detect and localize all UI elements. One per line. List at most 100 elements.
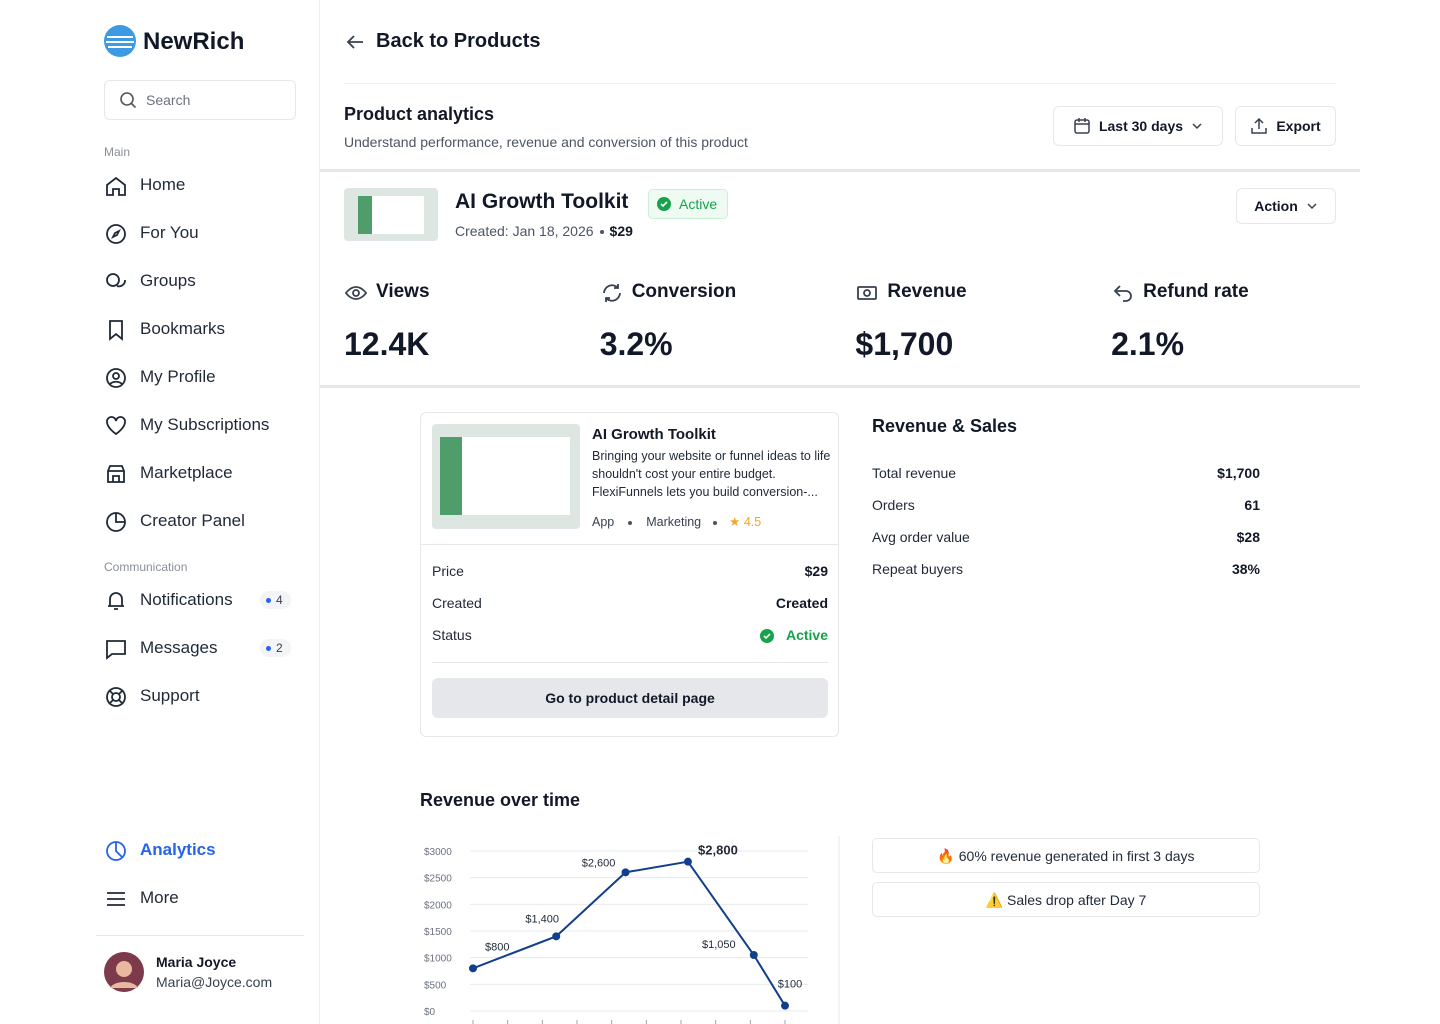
- detail-label: Go to product detail page: [545, 690, 715, 706]
- row-value: 38%: [1231, 561, 1260, 577]
- stat-label: Revenue: [887, 281, 967, 302]
- row-value: $1,700: [1217, 465, 1260, 481]
- y-tick-label: $3000: [424, 847, 452, 858]
- stat-value: $1,700: [855, 326, 954, 362]
- icon: [106, 416, 126, 436]
- detail-button[interactable]: Go to product detail page: [432, 678, 828, 718]
- row-label: Total revenue: [872, 465, 957, 481]
- section-title: Product analytics: [344, 104, 495, 124]
- divider: [96, 935, 304, 936]
- row-value: Created: [775, 595, 828, 611]
- nav-item[interactable]: Creator Panel: [140, 511, 245, 530]
- badge: 4: [260, 591, 291, 609]
- panel-title: Revenue & Sales: [872, 416, 1018, 436]
- stat-label: Views: [376, 281, 430, 302]
- insight: 🔥 60% revenue generated in first 3 days: [872, 838, 1260, 873]
- stat-label: Refund rate: [1143, 281, 1249, 302]
- date-range-button[interactable]: Last 30 days: [1053, 106, 1223, 146]
- user-email: Maria@Joyce.com: [156, 974, 273, 990]
- point: [621, 868, 630, 877]
- user-name: Maria Joyce: [156, 954, 237, 970]
- line-chart: $0 $500 $1000 $1500 $2000 $2500 $3000 $800 $1,40…: [424, 836, 840, 1024]
- section-label: Communication: [104, 560, 188, 574]
- y-tick-label: $2500: [424, 874, 452, 885]
- action-button[interactable]: Action: [1236, 188, 1336, 224]
- icon: [106, 512, 126, 532]
- nav-item[interactable]: Support: [140, 686, 200, 705]
- divider: [344, 83, 1336, 84]
- row-value: 61: [1244, 497, 1260, 513]
- icon: [344, 286, 368, 300]
- stat-value: 3.2%: [599, 326, 673, 362]
- row-value: $28: [1236, 529, 1260, 545]
- product-name: AI Growth Toolkit: [455, 190, 629, 213]
- search-box[interactable]: Search: [104, 80, 296, 120]
- back-link[interactable]: Back to Products: [376, 30, 541, 52]
- row-label: Repeat buyers: [872, 561, 964, 577]
- nav-item[interactable]: My Profile: [140, 367, 216, 386]
- nav-item[interactable]: For You: [140, 223, 199, 242]
- section-subtitle: Understand performance, revenue and conv…: [344, 134, 748, 150]
- icon: [602, 284, 621, 302]
- nav-item[interactable]: Groups: [140, 271, 196, 290]
- nav-item[interactable]: My Subscriptions: [140, 415, 270, 434]
- value-label: $1,050: [702, 939, 736, 951]
- card-tags: App Marketing ★ 4.5: [592, 515, 762, 529]
- row-label: Avg order value: [872, 529, 970, 545]
- y-tick-label: $2000: [424, 900, 452, 911]
- card-title: AI Growth Toolkit: [592, 426, 716, 443]
- y-tick-label: $1500: [424, 927, 452, 938]
- avatar: [104, 952, 144, 992]
- icon: [106, 224, 126, 244]
- tag: Marketing: [646, 515, 702, 529]
- icon: [1113, 285, 1132, 302]
- insight: ⚠️ Sales drop after Day 7: [872, 882, 1260, 917]
- status: Active: [679, 196, 718, 212]
- nav-item[interactable]: Analytics: [140, 840, 216, 859]
- export-button[interactable]: Export: [1235, 106, 1336, 146]
- row-label: Created: [432, 595, 482, 611]
- stat-value: 2.1%: [1111, 326, 1185, 362]
- price: $29: [609, 223, 633, 239]
- icon: [106, 687, 126, 707]
- nav-item[interactable]: Bookmarks: [140, 319, 226, 338]
- nav-item[interactable]: More: [140, 888, 179, 907]
- search-placeholder: Search: [146, 92, 191, 108]
- icon: [106, 176, 126, 196]
- date-range: Last 30 days: [1098, 118, 1184, 134]
- row-label: Status: [432, 627, 472, 643]
- brand: NewRich: [143, 28, 245, 55]
- created: Created: Jan 18, 2026: [455, 223, 594, 239]
- nav-item[interactable]: Home: [140, 175, 186, 194]
- export-label: Export: [1276, 118, 1321, 134]
- icon: [857, 286, 878, 300]
- nav-item[interactable]: Notifications: [140, 590, 233, 609]
- value-label: $2,600: [582, 857, 616, 869]
- back-icon[interactable]: [345, 32, 365, 52]
- line: [472, 860, 786, 1007]
- point: [683, 857, 692, 866]
- value-label: $1,400: [525, 913, 559, 925]
- status-badge: Active: [648, 189, 729, 219]
- card-description: Bringing your website or funnel ideas to…: [592, 449, 831, 499]
- section-label: Main: [104, 145, 131, 159]
- y-tick-label: $1000: [424, 954, 452, 965]
- value-label: $2,800: [698, 843, 738, 858]
- icon: [106, 368, 126, 388]
- logo: [104, 25, 136, 57]
- y-tick-label: $500: [424, 980, 447, 991]
- point: [749, 951, 758, 959]
- row-label: Price: [432, 563, 464, 579]
- badge: 2: [260, 639, 291, 657]
- icon: [106, 273, 126, 288]
- value-label: $100: [778, 979, 802, 991]
- tag: App: [592, 515, 615, 529]
- divider: [320, 385, 1360, 388]
- row-value: Active: [785, 627, 828, 643]
- y-tick-label: $0: [424, 1007, 436, 1018]
- stat-value: 12.4K: [344, 326, 430, 362]
- nav-item[interactable]: Marketplace: [140, 463, 233, 482]
- divider: [320, 169, 1360, 172]
- icon: [106, 841, 126, 861]
- nav-item[interactable]: Messages: [140, 638, 218, 657]
